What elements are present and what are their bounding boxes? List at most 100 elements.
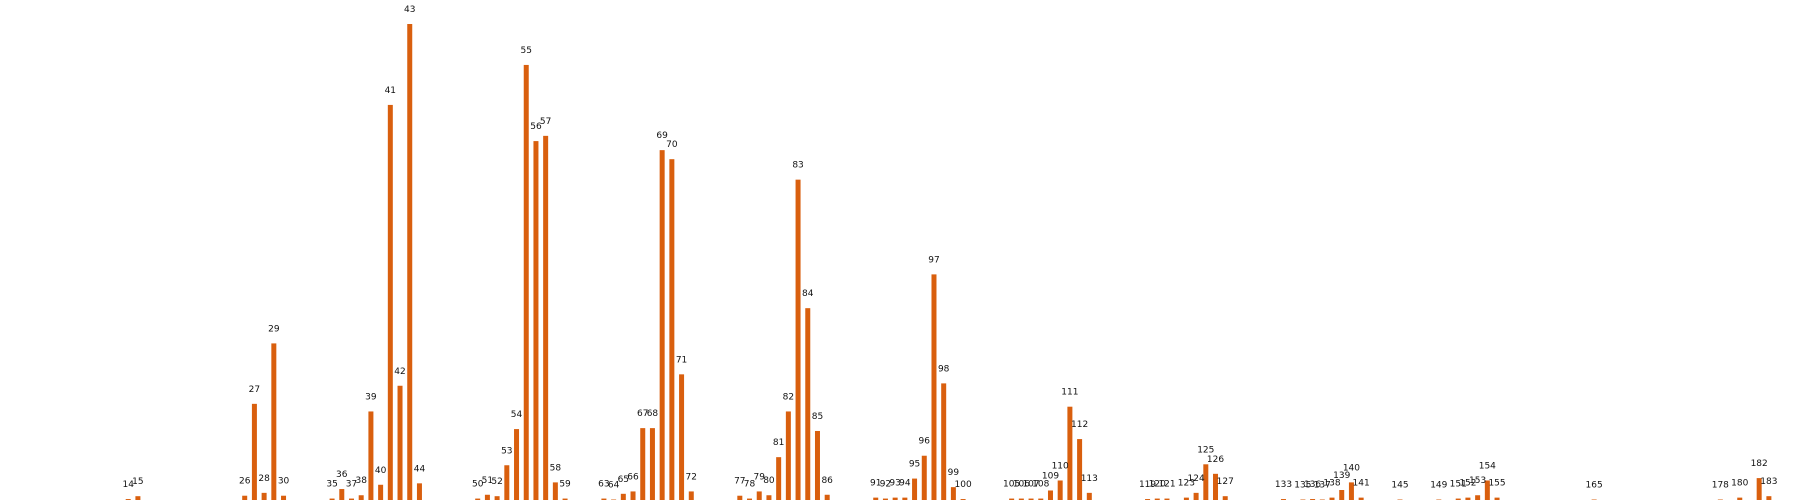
bar-label-28: 28 [258, 474, 270, 484]
bar-label-50: 50 [472, 480, 484, 490]
bar-30 [281, 495, 287, 500]
bar-40 [378, 484, 384, 500]
bar-28 [261, 492, 267, 500]
bar-label-77: 77 [734, 477, 745, 487]
bar-105 [1009, 498, 1015, 500]
bar-84 [805, 308, 811, 500]
bar-label-39: 39 [365, 392, 377, 402]
bar-label-98: 98 [938, 364, 950, 374]
bar-label-133: 133 [1275, 480, 1292, 490]
bar-50 [475, 498, 481, 500]
bar-label-83: 83 [792, 161, 803, 171]
bar-36 [339, 489, 345, 500]
bar-label-36: 36 [336, 470, 348, 480]
bar-label-145: 145 [1391, 481, 1408, 491]
bar-38 [358, 495, 364, 500]
bar-71 [679, 374, 685, 500]
bar-label-97: 97 [928, 255, 939, 265]
bar-27 [251, 403, 257, 500]
bar-69 [659, 150, 665, 500]
bar-92 [882, 498, 888, 500]
bar-label-69: 69 [656, 131, 668, 141]
bar-94 [902, 497, 908, 500]
bar-91 [873, 497, 879, 500]
bar-123 [1183, 497, 1189, 500]
bar-label-67: 67 [637, 409, 648, 419]
bar-57 [543, 135, 549, 500]
bar-label-136: 136 [1304, 480, 1321, 490]
bar-67 [640, 428, 646, 500]
bar-label-44: 44 [414, 464, 426, 474]
bar-96 [921, 455, 927, 500]
bar-label-30: 30 [278, 477, 290, 487]
bar-183 [1766, 496, 1772, 500]
bar-59 [562, 498, 568, 500]
bar-label-63: 63 [598, 480, 609, 490]
bar-label-99: 99 [948, 468, 960, 478]
bar-29 [271, 343, 277, 500]
bar-label-110: 110 [1052, 461, 1069, 471]
bar-82 [785, 411, 791, 500]
bar-154 [1484, 480, 1490, 500]
bar-55 [523, 64, 529, 500]
bar-56 [533, 141, 539, 500]
bar-label-93: 93 [889, 479, 900, 489]
bar-70 [669, 159, 675, 500]
bar-label-112: 112 [1071, 420, 1088, 430]
bar-93 [892, 497, 898, 500]
bar-141 [1358, 497, 1364, 500]
bar-label-108: 108 [1032, 480, 1049, 490]
bar-label-113: 113 [1081, 474, 1098, 484]
bar-106 [1018, 498, 1024, 500]
bar-label-71: 71 [676, 355, 687, 365]
bar-label-141: 141 [1353, 479, 1370, 489]
bar-label-151: 151 [1450, 480, 1467, 490]
bar-label-42: 42 [394, 367, 405, 377]
bar-label-65: 65 [618, 475, 629, 485]
bar-label-119: 119 [1139, 480, 1156, 490]
bar-label-107: 107 [1022, 480, 1039, 490]
bar-label-27: 27 [249, 385, 260, 395]
bar-65 [620, 493, 626, 500]
bar-label-40: 40 [375, 466, 387, 476]
bar-42 [397, 385, 403, 500]
bar-153 [1475, 495, 1481, 500]
bar-label-54: 54 [511, 410, 523, 420]
bar-label-111: 111 [1061, 388, 1078, 398]
bar-109 [1047, 490, 1053, 500]
bar-68 [649, 428, 655, 500]
bar-77 [737, 495, 743, 500]
bar-label-140: 140 [1343, 463, 1360, 473]
bar-98 [941, 383, 947, 500]
bar-124 [1193, 492, 1199, 500]
bar-180 [1737, 497, 1743, 500]
bar-label-58: 58 [550, 463, 562, 473]
bar-label-55: 55 [521, 46, 532, 56]
bar-126 [1213, 473, 1219, 500]
bar-151 [1455, 498, 1461, 500]
bar-label-125: 125 [1197, 445, 1214, 455]
bar-label-35: 35 [326, 480, 337, 490]
bar-26 [242, 495, 248, 500]
bar-78 [747, 498, 753, 500]
bar-label-183: 183 [1760, 477, 1777, 487]
bar-label-96: 96 [919, 437, 931, 447]
bar-86 [824, 494, 830, 500]
bar-label-43: 43 [404, 5, 415, 15]
bar-label-66: 66 [627, 472, 639, 482]
bar-81 [776, 457, 782, 500]
bar-label-165: 165 [1586, 481, 1603, 491]
bar-label-155: 155 [1488, 479, 1505, 489]
bar-85 [814, 430, 820, 500]
bar-label-127: 127 [1217, 477, 1234, 487]
bar-63 [601, 498, 607, 500]
bar-label-70: 70 [666, 140, 678, 150]
bar-label-153: 153 [1469, 476, 1486, 486]
bar-35 [329, 498, 335, 500]
bar-15 [135, 496, 141, 500]
bar-label-86: 86 [821, 476, 833, 486]
bar-label-29: 29 [268, 324, 280, 334]
bar-43 [407, 24, 413, 500]
